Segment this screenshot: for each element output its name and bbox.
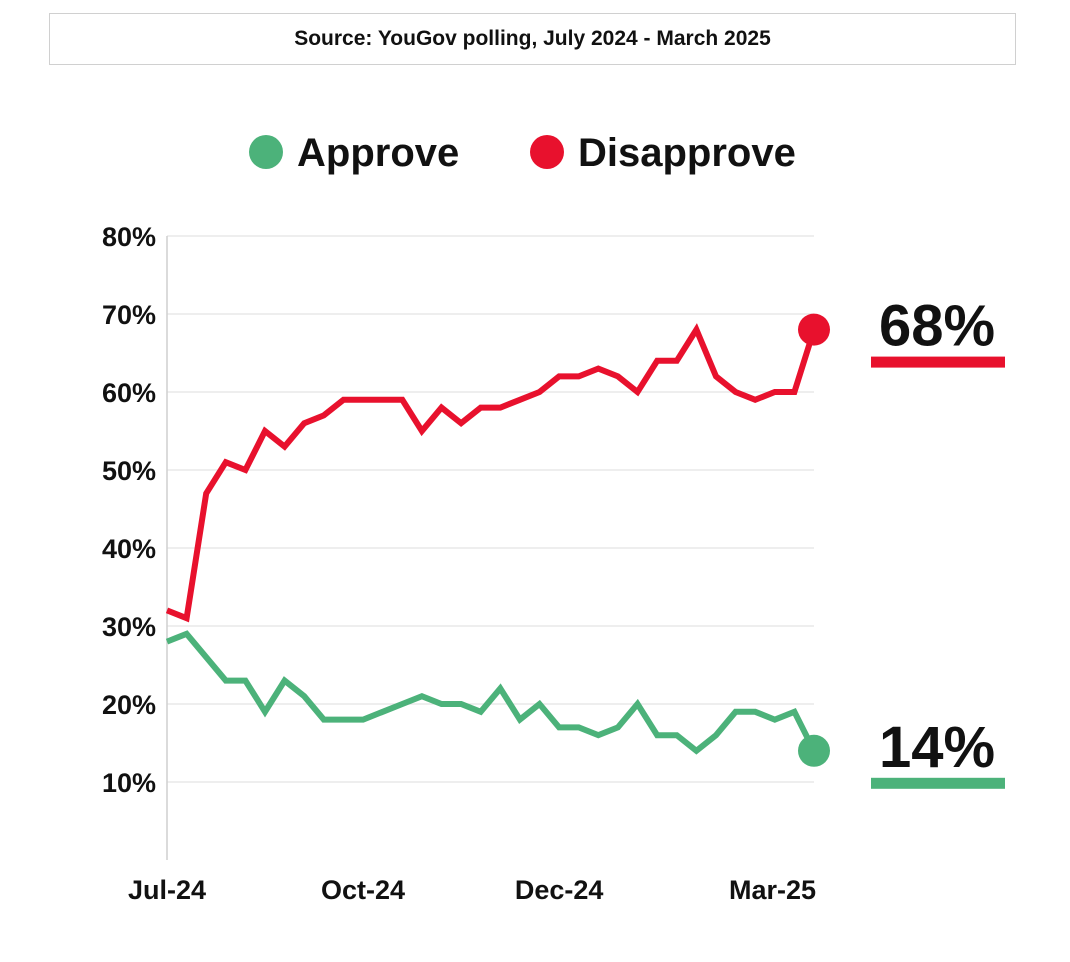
end-marker-disapprove bbox=[798, 313, 830, 346]
legend: Approve Disapprove bbox=[249, 131, 796, 175]
series-line-disapprove bbox=[165, 323, 817, 623]
x-tick-label: Oct-24 bbox=[321, 875, 405, 905]
legend-approve-marker bbox=[249, 135, 283, 169]
legend-disapprove-label: Disapprove bbox=[578, 131, 796, 175]
y-tick-label: 80% bbox=[102, 222, 156, 252]
x-tick-label: Mar-25 bbox=[729, 875, 816, 905]
end-label-disapprove: 68% bbox=[879, 294, 995, 359]
x-tick-label: Jul-24 bbox=[128, 875, 206, 905]
y-tick-label: 30% bbox=[102, 612, 156, 642]
y-tick-label: 20% bbox=[102, 690, 156, 720]
y-tick-label: 50% bbox=[102, 456, 156, 486]
legend-disapprove-marker bbox=[530, 135, 564, 169]
x-axis: Jul-24 Oct-24 Dec-24 Mar-25 bbox=[128, 875, 816, 905]
y-tick-label: 60% bbox=[102, 378, 156, 408]
y-tick-label: 70% bbox=[102, 300, 156, 330]
end-label-bar-approve bbox=[871, 777, 1005, 789]
end-marker-approve bbox=[798, 734, 830, 767]
x-tick-label: Dec-24 bbox=[515, 875, 604, 905]
end-label-approve: 14% bbox=[879, 715, 995, 780]
y-axis: 10% 20% 30% 40% 50% 60% 70% 80% bbox=[102, 222, 168, 860]
legend-approve-label: Approve bbox=[297, 131, 459, 175]
series-line-approve bbox=[165, 630, 817, 755]
source-text: Source: YouGov polling, July 2024 - Marc… bbox=[294, 27, 771, 50]
end-labels: 14% 68% bbox=[871, 294, 1005, 789]
y-tick-label: 10% bbox=[102, 768, 156, 798]
end-label-bar-disapprove bbox=[871, 356, 1005, 368]
series-lines bbox=[165, 313, 830, 767]
y-tick-label: 40% bbox=[102, 534, 156, 564]
source-note: Source: YouGov polling, July 2024 - Marc… bbox=[49, 13, 1016, 65]
